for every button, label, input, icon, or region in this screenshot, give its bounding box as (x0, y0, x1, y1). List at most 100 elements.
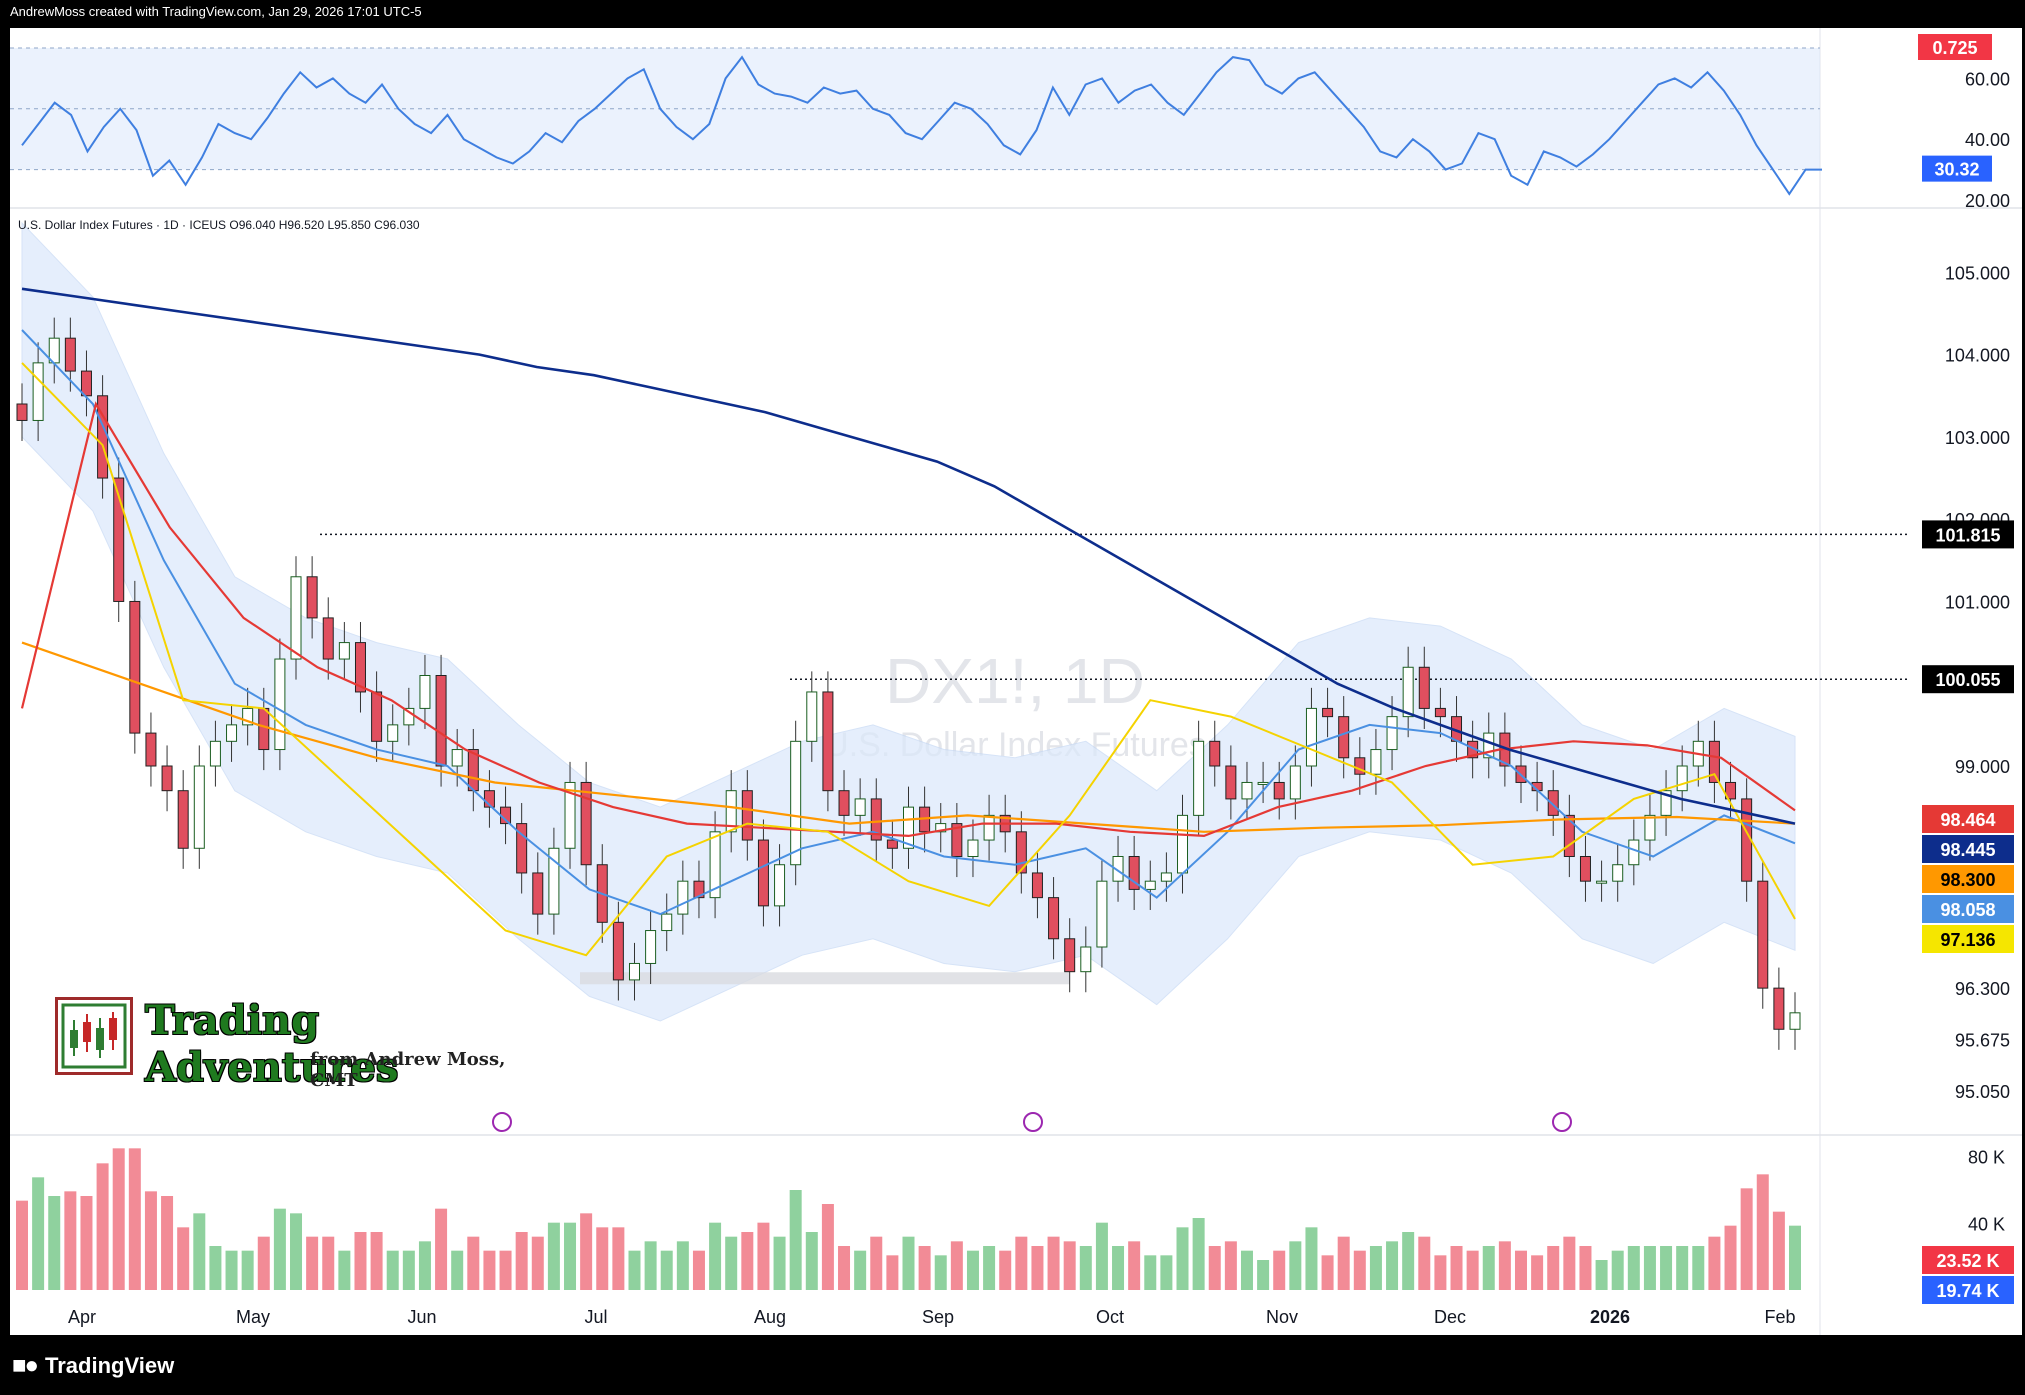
candle-body (338, 642, 350, 660)
price-tick-label: 96.300 (1955, 979, 2010, 999)
volume-bar (48, 1196, 61, 1290)
volume-bar (547, 1222, 560, 1290)
volume-bar (257, 1236, 270, 1290)
candle-body (967, 839, 979, 858)
month-tick-label: Feb (1764, 1307, 1795, 1327)
volume-bar (612, 1227, 625, 1290)
volume-bar (354, 1232, 367, 1290)
volume-bar (1224, 1241, 1237, 1290)
candle-body (129, 600, 141, 734)
rsi-badge-bg (1922, 155, 1992, 182)
candle-body (935, 823, 947, 833)
volume-bar (1595, 1260, 1608, 1290)
volume-badge-bg (1922, 1276, 2014, 1304)
volume-bar (418, 1241, 431, 1290)
candle (226, 704, 238, 762)
candle-body (1418, 666, 1430, 709)
tradingview-brand: ■● TradingView (12, 1352, 174, 1380)
candle-body (1193, 740, 1205, 816)
candle (677, 860, 689, 935)
volume-bar (1063, 1241, 1076, 1290)
candle (790, 720, 802, 886)
candle-body (1660, 790, 1672, 816)
candle-body (161, 765, 173, 792)
volume-bar (499, 1250, 512, 1290)
symbol-legend: U.S. Dollar Index Futures · 1D · ICEUS O… (18, 218, 420, 232)
ma-badge-bg (1922, 895, 2014, 923)
candle-body (1483, 732, 1495, 759)
candle-body (709, 831, 721, 899)
volume-bar (1257, 1260, 1270, 1290)
volume-bar (789, 1190, 802, 1290)
candle (967, 819, 979, 878)
volume-bar (902, 1236, 915, 1290)
candle-body (1579, 856, 1591, 882)
volume-bar (773, 1236, 786, 1290)
volume-bar (1789, 1225, 1801, 1290)
volume-bar (1466, 1250, 1479, 1290)
price-tick-label: 95.050 (1955, 1082, 2010, 1102)
candle (1708, 720, 1720, 804)
candle-body (193, 765, 205, 849)
volume-bar (1095, 1222, 1108, 1290)
candle-body (403, 707, 415, 726)
event-marker-icon (1023, 1112, 1043, 1132)
volume-bar (322, 1236, 335, 1290)
candle-body (725, 790, 737, 833)
volume-bar (854, 1250, 867, 1290)
ma50-line (20, 401, 1796, 838)
volume-bar (805, 1232, 818, 1290)
candle (709, 811, 721, 919)
volume-bar (1144, 1255, 1157, 1290)
candle-body (64, 337, 76, 372)
ma-value-badge: 98.445 (1940, 840, 1995, 860)
month-tick-label: Sep (922, 1307, 954, 1327)
candle (1096, 860, 1108, 968)
volume-bar (1289, 1241, 1302, 1290)
volume-bar (1643, 1246, 1656, 1290)
candle-body (548, 847, 560, 915)
event-marker-icon (492, 1112, 512, 1132)
candle-body (1354, 757, 1366, 775)
volume-bar (1547, 1246, 1560, 1290)
candle (806, 671, 818, 762)
candle (564, 761, 576, 869)
candle (193, 745, 205, 869)
candle-body (1305, 707, 1317, 767)
volume-bar (1369, 1246, 1382, 1290)
candle-body (1434, 707, 1446, 718)
candle (628, 942, 640, 1001)
candle-body (145, 732, 157, 767)
candle (1579, 835, 1591, 902)
ma-value-badge: 98.300 (1940, 870, 1995, 890)
volume-bar (918, 1246, 931, 1290)
price-panel: DX1!, 1DU.S. Dollar Index Futures105.000… (16, 221, 2014, 1132)
candle-body (677, 880, 689, 915)
candle (725, 770, 737, 853)
price-tick-label: 105.000 (1945, 263, 2010, 283)
candle-body (226, 724, 238, 742)
volume-bar (692, 1250, 705, 1290)
chart-area[interactable]: 60.00 40.00 20.00 0.725 30.32 DX1!, 1D U.S. D… (10, 28, 2022, 1335)
candle (290, 556, 302, 680)
volume-bar (1240, 1250, 1253, 1290)
candle-body (1628, 839, 1640, 866)
candle (129, 580, 141, 754)
candle (16, 383, 28, 442)
candle-body (1031, 872, 1043, 899)
month-tick-label: Apr (68, 1307, 96, 1327)
candle-body (1209, 740, 1221, 767)
volume-bar (870, 1236, 883, 1290)
volume-bar (402, 1250, 415, 1290)
volume-bar (741, 1232, 754, 1290)
candle (177, 770, 189, 869)
candle (757, 819, 769, 927)
price-tick-label: 103.000 (1945, 428, 2010, 448)
candle (338, 622, 350, 680)
candle (580, 761, 592, 886)
volume-bar (225, 1250, 238, 1290)
candle-body (774, 864, 786, 907)
price-tick-label: 95.675 (1955, 1031, 2010, 1051)
rsi-value-badge: 0.725 (1932, 38, 1977, 58)
